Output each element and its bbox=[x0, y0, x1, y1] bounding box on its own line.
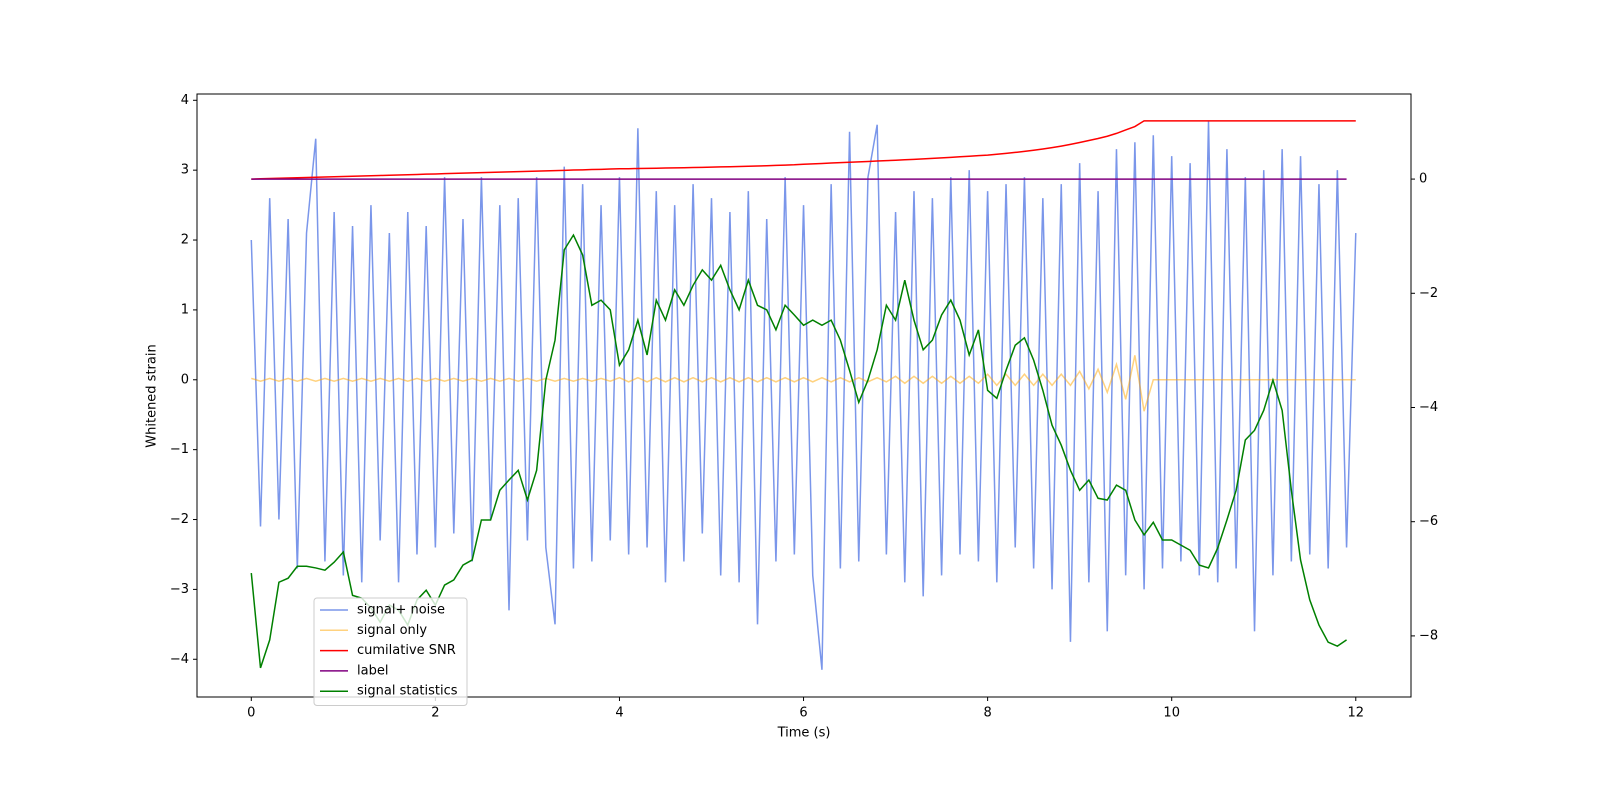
y-tick-label: −3 bbox=[170, 582, 189, 597]
series-line bbox=[251, 355, 1356, 412]
y-tick-label: 2 bbox=[181, 233, 189, 248]
legend-label: label bbox=[357, 663, 388, 678]
x-tick-label: 0 bbox=[247, 706, 255, 721]
series-line bbox=[250, 121, 1357, 670]
legend-box bbox=[313, 597, 468, 706]
legend-label: signal statistics bbox=[357, 684, 458, 699]
legend-label: signal+ noise bbox=[357, 603, 445, 618]
x-tick-label: 6 bbox=[799, 706, 807, 721]
x-tick-label: 2 bbox=[431, 706, 439, 721]
y2-tick-label: −2 bbox=[1419, 286, 1438, 301]
y2-tick-label: −6 bbox=[1419, 514, 1438, 529]
x-tick-label: 12 bbox=[1348, 706, 1365, 721]
legend-label: cumilative SNR bbox=[357, 643, 456, 658]
y2-tick-label: 0 bbox=[1419, 172, 1427, 187]
series-line bbox=[251, 120, 1356, 180]
y-tick-label: −4 bbox=[170, 652, 189, 667]
y-tick-label: 0 bbox=[181, 372, 189, 387]
y-axis-label: Whitened strain bbox=[145, 344, 160, 447]
y-tick-label: 4 bbox=[181, 93, 189, 108]
y2-tick-label: −4 bbox=[1419, 400, 1438, 415]
y-tick-label: 3 bbox=[181, 163, 189, 178]
x-axis-label: Time (s) bbox=[777, 726, 831, 741]
legend: signal+ noise signal only cumilative SNR la… bbox=[313, 597, 468, 706]
x-tick-label: 8 bbox=[983, 706, 991, 721]
y2-tick-label: −8 bbox=[1419, 628, 1438, 643]
y-tick-label: −2 bbox=[170, 512, 189, 527]
y-tick-label: 1 bbox=[181, 302, 189, 317]
legend-label: signal only bbox=[357, 623, 427, 638]
y-tick-label: −1 bbox=[170, 442, 189, 457]
x-tick-label: 4 bbox=[615, 706, 623, 721]
x-tick-label: 10 bbox=[1163, 706, 1180, 721]
